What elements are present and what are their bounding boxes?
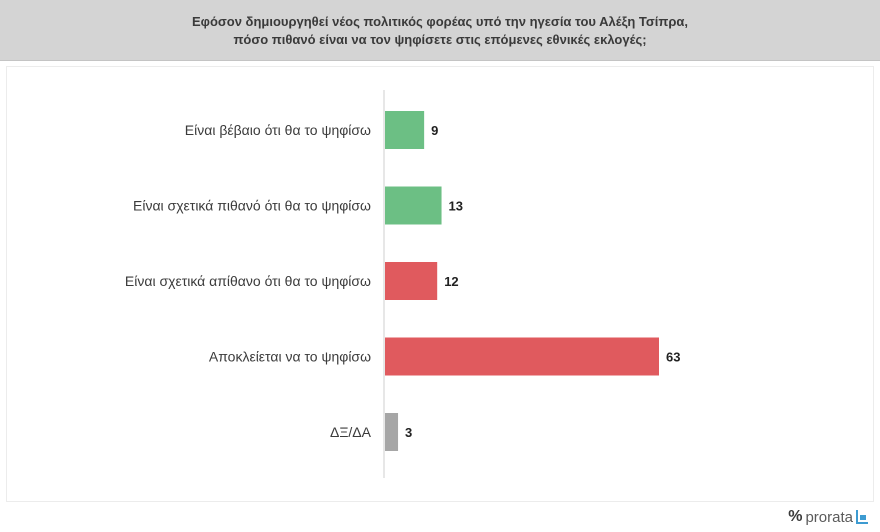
category-label: ΔΞ/ΔΑ xyxy=(330,424,372,440)
data-label: 12 xyxy=(444,274,458,289)
data-label: 63 xyxy=(666,350,680,365)
brand-logo: % prorata xyxy=(788,506,868,528)
chart-question-line-2: πόσο πιθανό είναι να τον ψηφίσετε στις ε… xyxy=(233,32,647,47)
category-label: Είναι σχετικά πιθανό ότι θα το ψηφίσω xyxy=(133,198,371,214)
brand-name: prorata xyxy=(805,508,853,526)
chart-header: Εφόσον δημιουργηθεί νέος πολιτικός φορέα… xyxy=(0,0,880,61)
data-label: 3 xyxy=(405,425,412,440)
bar xyxy=(385,413,399,451)
data-label: 13 xyxy=(449,199,463,214)
bar-chart-icon xyxy=(856,510,868,524)
chart-question-line-1: Εφόσον δημιουργηθεί νέος πολιτικός φορέα… xyxy=(191,14,689,29)
bar-chart: Είναι βέβαιο ότι θα το ψηφίσω 9 Είναι σχετ… xyxy=(125,90,680,478)
brand-percent-mark: % xyxy=(788,508,803,525)
bar xyxy=(385,262,438,300)
category-label: Αποκλείεται να το ψηφίσω xyxy=(209,349,371,365)
category-label: Είναι βέβαιο ότι θα το ψηφίσω xyxy=(185,122,371,138)
data-label: 9 xyxy=(431,123,438,138)
category-label: Είναι σχετικά απίθανο ότι θα το ψηφίσω xyxy=(125,273,371,289)
chart-panel xyxy=(6,66,874,502)
bar xyxy=(385,186,442,225)
bar xyxy=(385,111,425,149)
bar xyxy=(385,337,659,376)
bars-layer: Είναι βέβαιο ότι θα το ψηφίσω 9 Είναι σχετ… xyxy=(125,111,680,451)
